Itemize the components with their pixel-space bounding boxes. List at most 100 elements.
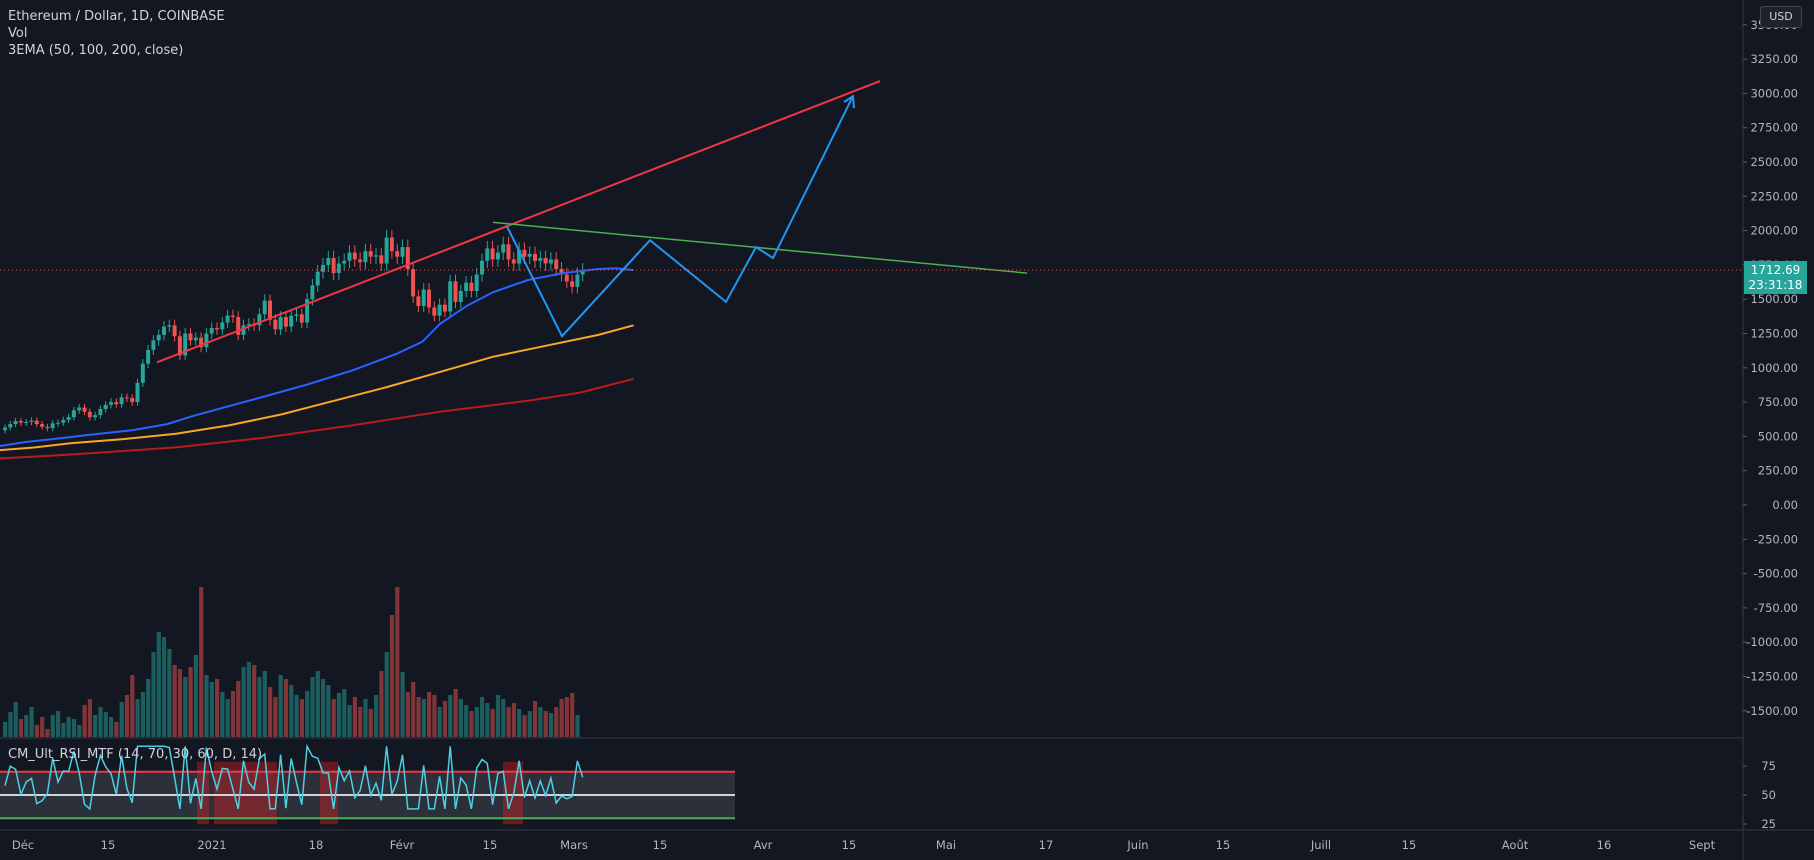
- candle-body: [236, 317, 241, 335]
- volume-bar: [575, 715, 580, 737]
- candle-body: [421, 289, 426, 307]
- volume-bar: [321, 679, 326, 737]
- volume-bar: [98, 707, 103, 737]
- price-tick-label: -1500.00: [1746, 704, 1798, 718]
- candle-body: [61, 419, 66, 423]
- time-tick-label: Juill: [1310, 838, 1331, 852]
- candle-body: [469, 282, 474, 291]
- volume-bar: [538, 707, 543, 737]
- volume-bar: [246, 662, 251, 737]
- candle-body: [114, 402, 119, 405]
- volume-bar: [453, 689, 458, 737]
- volume-bar: [336, 693, 342, 737]
- candle-body: [34, 420, 39, 425]
- volume-bar: [193, 655, 198, 737]
- candle-body: [395, 251, 400, 257]
- volume-bar: [395, 587, 400, 737]
- candle-body: [490, 248, 495, 260]
- volume-bar: [411, 682, 416, 737]
- price-tick-label: 1500.00: [1750, 292, 1798, 306]
- volume-bar: [559, 699, 564, 737]
- candle-body: [119, 397, 124, 405]
- candle-body: [453, 281, 458, 302]
- candle-body: [230, 315, 235, 318]
- price-tick-label: 1000.00: [1750, 361, 1798, 375]
- price-tick-label: 2000.00: [1750, 224, 1798, 238]
- candle-body: [427, 289, 431, 308]
- candle-body: [109, 402, 113, 405]
- candle-body: [50, 423, 55, 429]
- volume-bar: [50, 715, 55, 737]
- candle-body: [77, 407, 82, 411]
- volume-bar: [262, 671, 267, 737]
- time-tick-label: 15: [101, 838, 116, 852]
- volume-bar: [3, 722, 8, 737]
- candle-body: [575, 274, 580, 287]
- volume-bar: [389, 615, 395, 737]
- ema-legend[interactable]: 3EMA (50, 100, 200, close): [8, 43, 184, 58]
- candle-body: [289, 315, 294, 327]
- volume-bar: [209, 682, 214, 737]
- volume-bar: [474, 707, 479, 737]
- volume-bar: [56, 711, 61, 737]
- volume-bar: [485, 703, 490, 737]
- projection-path: [506, 95, 854, 338]
- volume-bar: [480, 697, 485, 737]
- volume-bar: [289, 685, 294, 737]
- candle-body: [305, 299, 310, 323]
- symbol-legend[interactable]: Ethereum / Dollar, 1D, COINBASE: [8, 9, 225, 24]
- candle-body: [87, 411, 92, 418]
- price-tick-label: 3000.00: [1750, 86, 1798, 100]
- volume-bar: [199, 587, 204, 737]
- volume-bar: [442, 701, 448, 737]
- candle-body: [358, 259, 363, 263]
- volume-bar: [342, 689, 347, 737]
- volume-bar: [236, 681, 241, 737]
- volume-bar: [437, 707, 442, 737]
- volume-bar: [114, 722, 119, 737]
- price-tick-label: -500.00: [1754, 567, 1798, 581]
- volume-bar: [368, 709, 373, 737]
- rsi-legend[interactable]: CM_Ult_RSI_MTF (14, 70, 30, 60, D, 14): [8, 747, 263, 762]
- candle-body: [294, 314, 299, 316]
- candle-body: [527, 253, 532, 257]
- candle-body: [368, 251, 373, 257]
- volume-bar: [220, 692, 225, 737]
- candle-body: [135, 382, 140, 403]
- volume-bar: [517, 709, 522, 737]
- price-tick-label: 1250.00: [1750, 327, 1798, 341]
- candle-body: [580, 270, 585, 275]
- volume-bar: [71, 719, 77, 737]
- volume-legend[interactable]: Vol: [8, 26, 28, 41]
- candle-body: [342, 260, 347, 264]
- volume-bar: [146, 679, 151, 737]
- time-tick-label: 17: [1039, 838, 1054, 852]
- volume-bar: [225, 699, 230, 737]
- candle-body: [384, 237, 389, 264]
- candle-body: [570, 281, 575, 287]
- time-tick-label: 18: [309, 838, 324, 852]
- candle-body: [432, 307, 437, 316]
- candle-body: [98, 408, 103, 416]
- currency-button[interactable]: USD: [1760, 6, 1802, 28]
- candle-body: [437, 304, 442, 316]
- time-tick-label: 15: [653, 838, 668, 852]
- volume-bar: [8, 712, 13, 737]
- candle-body: [18, 421, 23, 423]
- candle-body: [501, 244, 506, 253]
- time-tick-label: 15: [842, 838, 857, 852]
- candle-body: [209, 328, 214, 334]
- price-tick-label: 500.00: [1758, 429, 1798, 443]
- time-tick-label: 15: [1216, 838, 1231, 852]
- candle-body: [352, 252, 357, 260]
- volume-bar: [103, 712, 108, 737]
- candle-body: [522, 249, 527, 257]
- rsi-line: [4, 743, 584, 811]
- volume-bar: [331, 699, 336, 737]
- volume-bar: [29, 707, 34, 737]
- volume-bar: [421, 699, 426, 737]
- volume-bar: [257, 677, 262, 737]
- candle-body: [24, 421, 29, 423]
